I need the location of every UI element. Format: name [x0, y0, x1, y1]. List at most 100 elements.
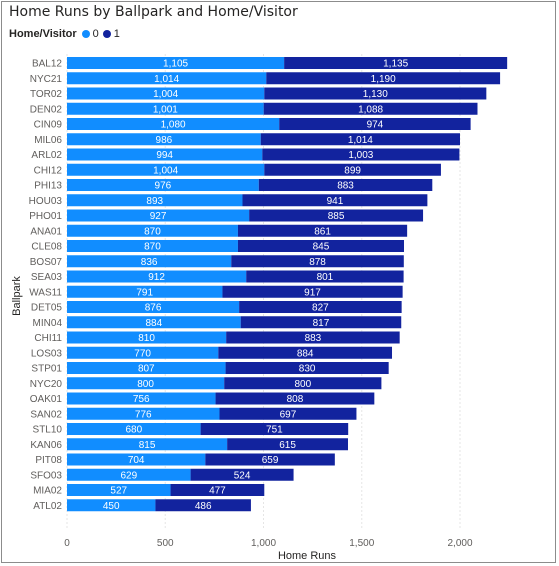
bar-series-0[interactable]: [67, 163, 265, 176]
data-label-series-0: 836: [141, 257, 158, 268]
x-tick-label: 1,000: [251, 538, 276, 549]
data-label-series-0: 893: [146, 196, 163, 207]
bar-series-1[interactable]: [170, 484, 265, 496]
bar-series-0[interactable]: [67, 331, 227, 344]
bar-series-1[interactable]: [263, 102, 478, 115]
data-label-series-0: 870: [144, 226, 161, 237]
data-label-series-0: 870: [144, 242, 161, 253]
data-label-series-1: 486: [195, 501, 212, 512]
data-label-series-0: 776: [135, 409, 152, 420]
bars[interactable]: 1,105 1,135 1,014 1,190 1,004 1,130 1,001 1,088…: [67, 57, 508, 512]
bar-series-1[interactable]: [190, 468, 294, 481]
bar-series-0[interactable]: [67, 346, 219, 359]
data-label-series-0: 986: [156, 135, 173, 146]
data-label-series-1: 827: [312, 303, 329, 314]
bar-series-1[interactable]: [155, 499, 251, 512]
bar-series-1[interactable]: [239, 301, 402, 313]
bar-series-1[interactable]: [219, 407, 357, 420]
bar-series-0[interactable]: [67, 377, 225, 390]
bar-series-1[interactable]: [224, 377, 382, 390]
legend[interactable]: Home/Visitor 0 1: [9, 28, 124, 40]
category-label: NYC20: [30, 379, 63, 390]
bar-series-0[interactable]: [67, 285, 223, 298]
bar-series-1[interactable]: [279, 118, 471, 130]
bar-series-0[interactable]: [67, 102, 264, 115]
data-label-series-1: 885: [328, 211, 345, 222]
bar-series-1[interactable]: [218, 346, 393, 359]
category-label: PHI13: [34, 181, 62, 192]
bar-series-1[interactable]: [225, 362, 389, 374]
bar-series-0[interactable]: [67, 407, 220, 420]
bar-series-1[interactable]: [205, 453, 335, 466]
bar-series-0[interactable]: [67, 209, 250, 222]
bar-series-1[interactable]: [246, 270, 404, 283]
bar-series-0[interactable]: [67, 148, 263, 161]
bar-series-1[interactable]: [226, 331, 400, 344]
bar-series-0[interactable]: [67, 453, 206, 466]
category-label: STL10: [33, 425, 63, 436]
data-label-series-0: 976: [155, 181, 172, 192]
category-label: ATL02: [33, 501, 62, 512]
data-label-series-0: 680: [125, 425, 142, 436]
bar-series-0[interactable]: [67, 316, 241, 329]
bar-series-0[interactable]: [67, 392, 216, 405]
bar-series-1[interactable]: [284, 57, 508, 69]
bar-series-1[interactable]: [231, 255, 404, 268]
bar-series-0[interactable]: [67, 438, 228, 451]
bar-series-1[interactable]: [222, 285, 403, 298]
data-label-series-1: 1,190: [371, 74, 396, 85]
bar-series-1[interactable]: [237, 224, 408, 237]
bar-series-0[interactable]: [67, 118, 280, 130]
bar-series-0[interactable]: [67, 423, 201, 435]
bar-series-1[interactable]: [240, 316, 402, 329]
bar-series-1[interactable]: [266, 72, 501, 85]
bar-series-1[interactable]: [215, 392, 375, 405]
data-label-series-1: 861: [314, 226, 331, 237]
category-label: KAN06: [30, 440, 62, 451]
category-label: NYC21: [30, 74, 63, 85]
category-label: CIN09: [34, 120, 63, 131]
bar-series-0[interactable]: [67, 194, 243, 207]
bar-series-0[interactable]: [67, 179, 259, 191]
bar-series-0[interactable]: [67, 270, 247, 283]
bar-series-0[interactable]: [67, 133, 261, 146]
bar-series-0[interactable]: [67, 484, 171, 496]
category-label: ARL02: [31, 150, 62, 161]
x-tick-label: 1,500: [349, 538, 374, 549]
bar-series-0[interactable]: [67, 468, 191, 481]
bar-series-1[interactable]: [249, 209, 424, 222]
bar-series-1[interactable]: [258, 179, 433, 191]
data-label-series-1: 477: [209, 486, 226, 497]
category-label: LOS03: [31, 348, 63, 359]
data-label-series-1: 808: [287, 394, 304, 405]
bar-series-1[interactable]: [242, 194, 428, 207]
legend-item-1[interactable]: 1: [102, 28, 120, 40]
category-label: PHO01: [29, 211, 62, 222]
bar-series-1[interactable]: [264, 87, 487, 100]
bar-series-0[interactable]: [67, 301, 240, 313]
bar-series-1[interactable]: [200, 423, 349, 435]
legend-item-0[interactable]: 0: [81, 28, 99, 40]
category-label: SAN02: [30, 409, 62, 420]
data-label-series-1: 800: [294, 379, 311, 390]
category-label: SEA03: [31, 272, 63, 283]
data-label-series-0: 994: [156, 150, 173, 161]
bar-series-0[interactable]: [67, 499, 156, 512]
bar-series-1[interactable]: [262, 148, 460, 161]
bar-series-0[interactable]: [67, 255, 232, 268]
bar-series-0[interactable]: [67, 224, 238, 237]
x-tick-label: 0: [64, 538, 70, 549]
bar-series-0[interactable]: [67, 72, 267, 85]
bar-series-0[interactable]: [67, 362, 226, 374]
bar-series-1[interactable]: [237, 240, 404, 252]
bar-series-1[interactable]: [227, 438, 348, 451]
bar-series-0[interactable]: [67, 87, 265, 100]
data-label-series-0: 810: [138, 333, 155, 344]
bar-series-1[interactable]: [260, 133, 460, 146]
data-label-series-1: 1,088: [358, 104, 383, 115]
bar-series-0[interactable]: [67, 57, 285, 69]
data-label-series-0: 1,004: [153, 89, 178, 100]
bar-series-1[interactable]: [264, 163, 441, 176]
x-axis-title: Home Runs: [278, 550, 337, 562]
bar-series-0[interactable]: [67, 240, 238, 252]
